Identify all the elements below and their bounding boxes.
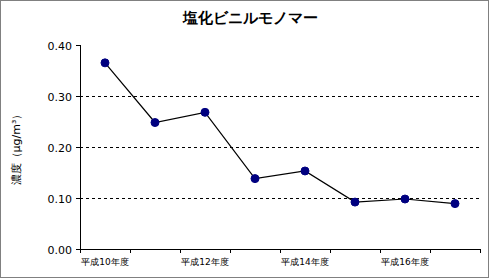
grid-line — [80, 96, 480, 97]
point — [151, 119, 159, 127]
point — [351, 198, 359, 206]
y-tick — [76, 147, 80, 148]
point — [451, 200, 459, 208]
chart-root: 塩化ビニルモノマー濃度（μg/m³） 0.00 0.10 0.20 0.30 0.40 平成… — [0, 0, 489, 278]
title: 塩化ビニルモノマー — [182, 9, 318, 27]
x-tick — [480, 249, 481, 253]
x-tick — [380, 249, 381, 253]
x-tick-label: 平成12年度 — [181, 257, 228, 267]
grid-line — [80, 198, 480, 199]
y-axis — [80, 45, 81, 249]
point — [101, 59, 109, 67]
point — [201, 108, 209, 116]
y-tick — [76, 45, 80, 46]
x-tick-label: 平成10年度 — [81, 257, 128, 267]
y-tick-label: 0.00 — [48, 244, 73, 257]
point — [301, 167, 309, 175]
chart-frame — [1, 1, 489, 278]
x-tick — [180, 249, 181, 253]
x-tick — [230, 249, 231, 253]
y-tick — [76, 249, 80, 250]
y-tick — [76, 198, 80, 199]
x-tick — [430, 249, 431, 253]
x-tick — [330, 249, 331, 253]
y-tick-label: 0.20 — [48, 142, 73, 155]
y-tick-label: 0.10 — [48, 193, 73, 206]
x-tick-label: 平成14年度 — [281, 257, 328, 267]
x-tick — [80, 249, 81, 253]
point — [251, 175, 259, 183]
grid-line — [80, 147, 480, 148]
y-axis-label: 濃度（μg/m³） — [10, 109, 23, 186]
x-tick — [280, 249, 281, 253]
x-tick-label: 平成16年度 — [381, 257, 428, 267]
point — [401, 195, 409, 203]
y-tick — [76, 96, 80, 97]
y-tick-label: 0.30 — [48, 91, 73, 104]
y-tick-label: 0.40 — [48, 40, 73, 53]
line — [105, 63, 455, 204]
x-tick — [130, 249, 131, 253]
plot-marks — [101, 59, 459, 208]
chart: 塩化ビニルモノマー濃度（μg/m³） 0.00 0.10 0.20 0.30 0.40 平成… — [0, 0, 489, 278]
